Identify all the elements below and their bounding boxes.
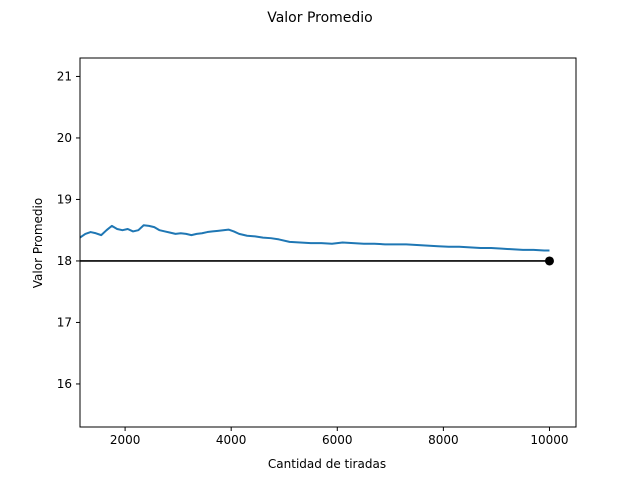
x-tick-label: 10000 xyxy=(530,433,568,447)
y-tick-label: 21 xyxy=(57,69,72,83)
y-tick-label: 16 xyxy=(57,377,72,391)
y-tick-label: 19 xyxy=(57,192,72,206)
y-tick-label: 17 xyxy=(57,315,72,329)
y-tick-label: 20 xyxy=(57,131,72,145)
plot-area: 2000 4000 6000 8000 10000 16 17 18 19 20 21 xyxy=(57,57,577,447)
chart-title: Valor Promedio xyxy=(267,10,373,26)
axes-frame xyxy=(79,57,577,428)
x-tick-label: 2000 xyxy=(110,433,141,447)
x-axis-label: Cantidad de tiradas xyxy=(268,457,386,471)
series-line-0 xyxy=(79,224,550,252)
marker-point xyxy=(544,256,554,266)
y-axis-label: Valor Promedio xyxy=(31,198,45,288)
x-tick-label: 6000 xyxy=(322,433,353,447)
x-tick-label: 8000 xyxy=(428,433,459,447)
y-tick-label: 18 xyxy=(57,254,72,268)
x-tick-label: 4000 xyxy=(216,433,247,447)
